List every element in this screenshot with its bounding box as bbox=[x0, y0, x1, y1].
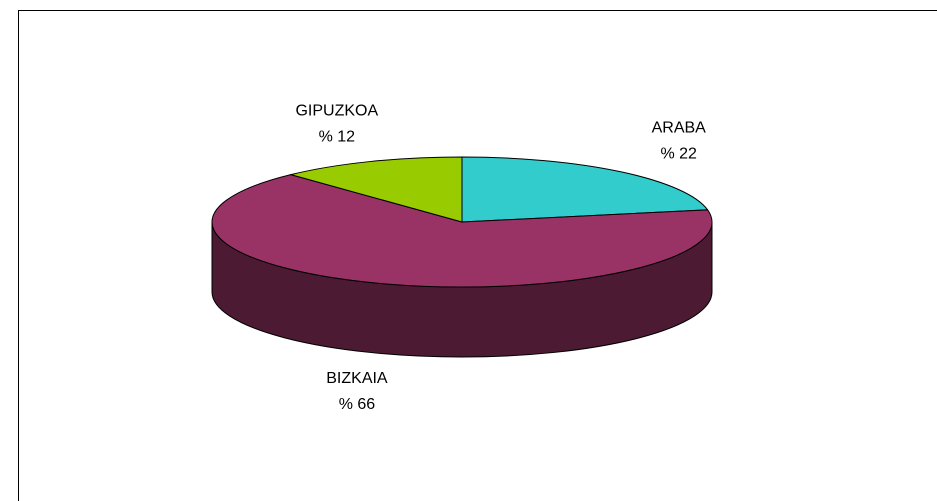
slice-label: BIZKAIA bbox=[326, 370, 388, 387]
slice-value-label: % 66 bbox=[339, 396, 376, 413]
slice-value-label: % 22 bbox=[660, 145, 697, 162]
slice-label: GIPUZKOA bbox=[295, 103, 378, 120]
pie-slice bbox=[211, 174, 713, 288]
slice-value-label: % 12 bbox=[319, 129, 356, 146]
slice-label: ARABA bbox=[652, 119, 707, 136]
pie-slice bbox=[288, 156, 463, 223]
pie-slice bbox=[461, 156, 709, 223]
